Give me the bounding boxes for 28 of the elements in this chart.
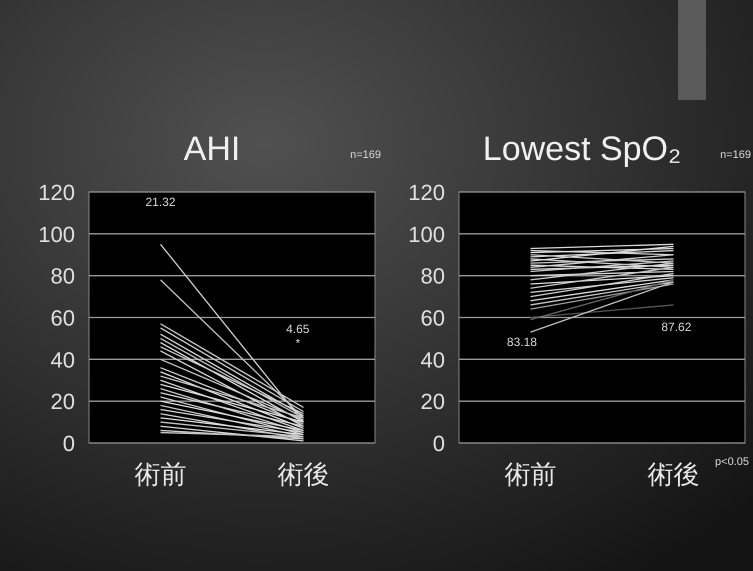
text: n=169	[720, 149, 751, 161]
annotation: *	[295, 336, 300, 350]
x-tick-label: 術後	[278, 459, 330, 489]
text: p<0.05	[715, 456, 749, 468]
x-tick-label: 術前	[504, 459, 556, 489]
text: n=169	[350, 149, 381, 161]
y-tick-label: 40	[420, 347, 445, 372]
y-tick-label: 120	[408, 180, 445, 205]
x-tick-label: 術前	[134, 459, 186, 489]
annotation: 4.65	[286, 322, 310, 336]
y-tick-label: 100	[38, 222, 75, 247]
annotation: 83.18	[506, 335, 538, 349]
y-tick-label: 20	[420, 389, 445, 414]
y-tick-label: 40	[50, 347, 75, 372]
y-tick-label: 60	[420, 306, 445, 330]
chart-title: Lowest SpO₂	[482, 130, 682, 168]
y-tick-label: 120	[38, 180, 75, 205]
y-tick-label: 80	[420, 264, 445, 289]
y-tick-label: 60	[50, 306, 75, 330]
y-tick-label: 0	[62, 431, 75, 456]
y-tick-label: 80	[50, 264, 75, 289]
annotation: 21.32	[145, 195, 176, 209]
annotation: 87.62	[661, 320, 692, 334]
x-tick-label: 術後	[648, 459, 700, 489]
y-tick-label: 0	[432, 431, 445, 456]
y-tick-label: 20	[50, 389, 75, 414]
chart-title: AHI	[184, 130, 240, 168]
y-tick-label: 100	[408, 222, 445, 247]
